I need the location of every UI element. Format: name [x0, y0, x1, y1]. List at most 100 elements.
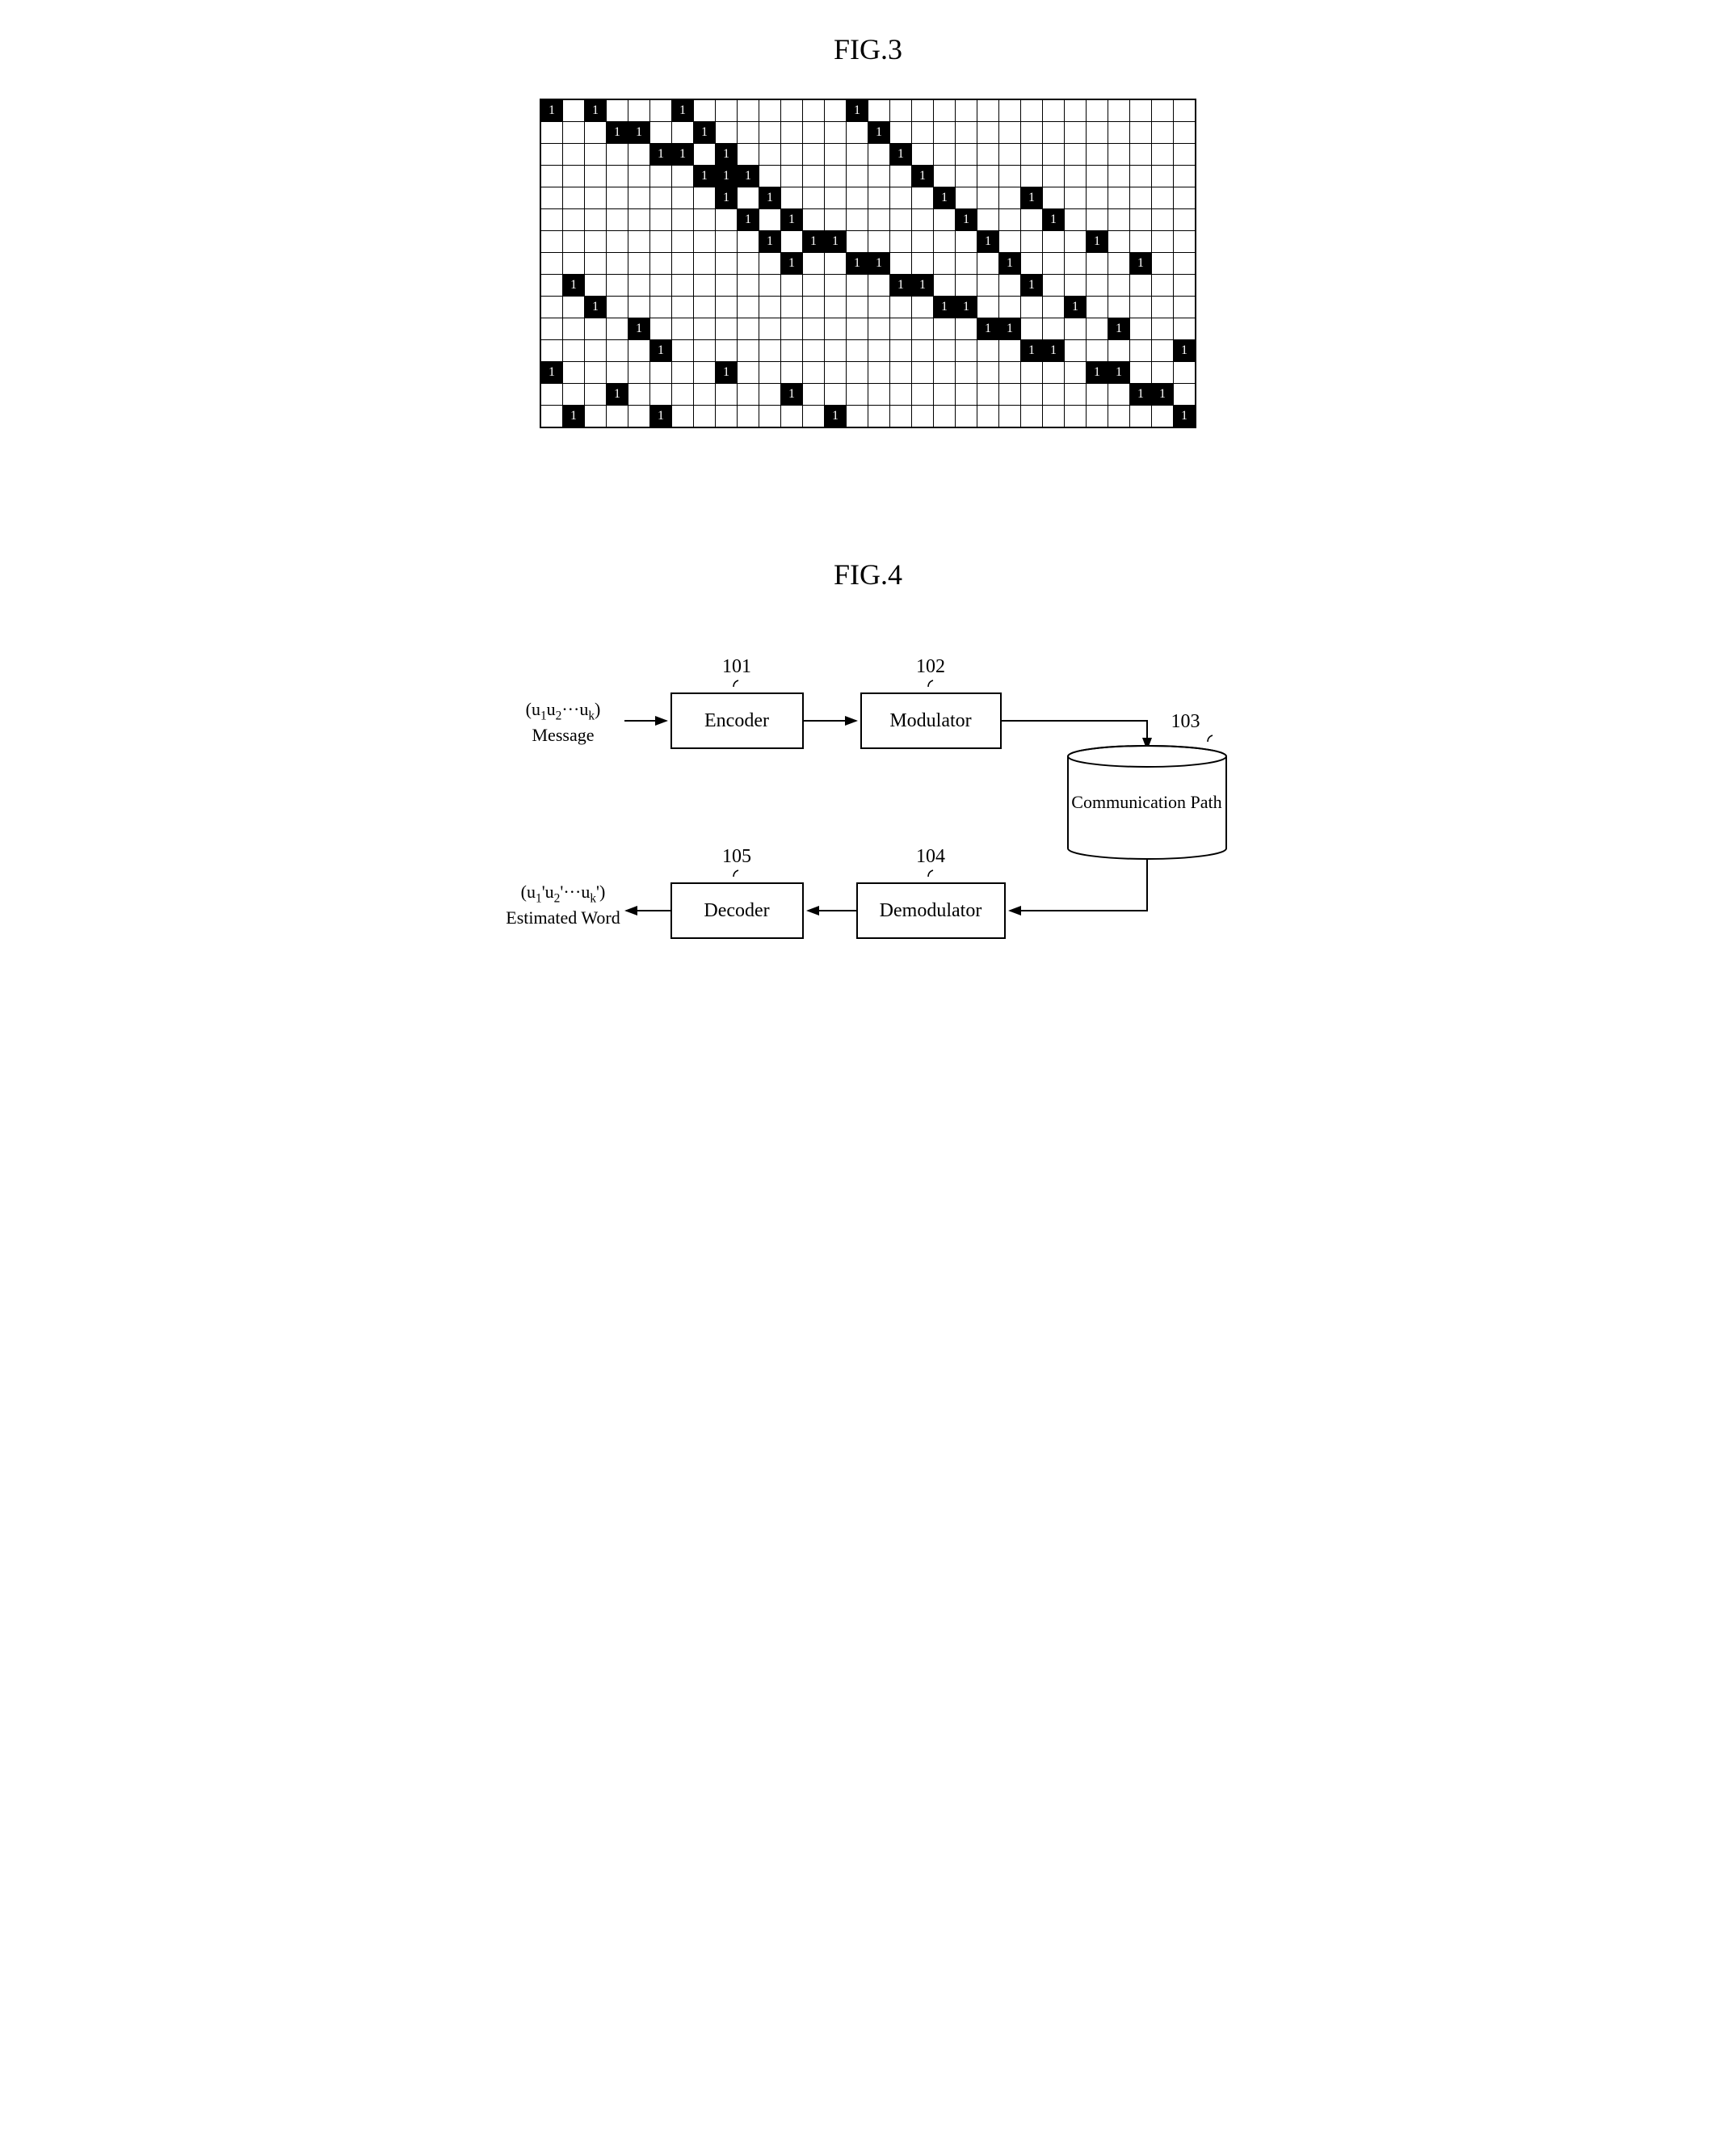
matrix-cell: 1 [738, 166, 759, 187]
matrix-cell: 1 [1043, 340, 1064, 361]
matrix-cell [1152, 166, 1173, 187]
matrix-cell [541, 297, 562, 318]
matrix-cell [628, 340, 649, 361]
matrix-cell [847, 362, 868, 383]
matrix-cell [1087, 100, 1108, 121]
matrix-cell [628, 362, 649, 383]
matrix-cell [541, 209, 562, 230]
matrix-cell [759, 297, 780, 318]
matrix-cell [1152, 406, 1173, 427]
matrix-cell [716, 318, 737, 339]
commpath-id: 103 [1171, 711, 1236, 733]
matrix-cell [1021, 100, 1042, 121]
matrix-cell [716, 275, 737, 296]
matrix-cell [781, 406, 802, 427]
matrix-cell [1130, 100, 1151, 121]
matrix-cell [868, 100, 889, 121]
decoder-label: Decoder [704, 900, 769, 922]
matrix-cell [694, 209, 715, 230]
matrix-cell: 1 [1152, 384, 1173, 405]
matrix-cell: 1 [1087, 231, 1108, 252]
matrix-cell: 1 [650, 406, 671, 427]
matrix-cell [803, 187, 824, 208]
matrix-cell [759, 253, 780, 274]
matrix-cell [999, 209, 1020, 230]
matrix-cell [803, 318, 824, 339]
matrix-cell [563, 122, 584, 143]
matrix-cell [868, 406, 889, 427]
matrix-cell [956, 275, 977, 296]
matrix-cell: 1 [607, 384, 628, 405]
matrix-cell [628, 231, 649, 252]
matrix-cell [934, 122, 955, 143]
matrix-cell [825, 100, 846, 121]
matrix-cell [912, 297, 933, 318]
commpath-label: Communication Path [1066, 792, 1228, 813]
matrix-cell: 1 [912, 275, 933, 296]
matrix-cell [563, 362, 584, 383]
matrix-cell: 1 [716, 144, 737, 165]
matrix-cell [1108, 144, 1129, 165]
matrix-cell [738, 406, 759, 427]
matrix-cell [738, 318, 759, 339]
matrix-cell [1174, 166, 1195, 187]
matrix-cell [868, 209, 889, 230]
matrix-cell [803, 275, 824, 296]
modulator-id: 102 [860, 656, 1002, 678]
matrix-cell [1174, 253, 1195, 274]
matrix-cell [934, 275, 955, 296]
matrix-cell [1021, 297, 1042, 318]
matrix-cell [803, 253, 824, 274]
matrix-cell [1152, 100, 1173, 121]
matrix-cell [999, 297, 1020, 318]
matrix-cell [1152, 340, 1173, 361]
matrix-cell [999, 362, 1020, 383]
matrix-cell [672, 231, 693, 252]
matrix-cell [716, 231, 737, 252]
matrix-cell [672, 275, 693, 296]
matrix-cell [1130, 231, 1151, 252]
parity-matrix: 1111111111111111111111111111111111111111… [540, 99, 1196, 428]
matrix-cell [825, 166, 846, 187]
matrix-cell: 1 [868, 122, 889, 143]
matrix-cell [977, 100, 998, 121]
matrix-cell [803, 209, 824, 230]
matrix-cell [628, 253, 649, 274]
matrix-cell: 1 [1174, 406, 1195, 427]
matrix-cell [956, 187, 977, 208]
matrix-cell [1108, 187, 1129, 208]
matrix-cell [1065, 384, 1086, 405]
matrix-cell: 1 [1108, 318, 1129, 339]
matrix-cell [650, 318, 671, 339]
matrix-cell: 1 [563, 275, 584, 296]
matrix-cell [607, 100, 628, 121]
matrix-cell [1043, 166, 1064, 187]
matrix-cell [1087, 166, 1108, 187]
matrix-cell [1108, 384, 1129, 405]
matrix-cell [1021, 384, 1042, 405]
encoder-label: Encoder [704, 710, 769, 732]
matrix-cell [912, 122, 933, 143]
matrix-cell [1087, 122, 1108, 143]
matrix-cell [1152, 187, 1173, 208]
matrix-cell: 1 [999, 253, 1020, 274]
matrix-cell [628, 144, 649, 165]
commpath-block: Communication Path [1066, 745, 1228, 858]
matrix-cell [1043, 275, 1064, 296]
matrix-cell [1087, 144, 1108, 165]
matrix-cell [628, 187, 649, 208]
matrix-cell [738, 231, 759, 252]
matrix-cell [1152, 122, 1173, 143]
encoder-id: 101 [670, 656, 804, 678]
matrix-cell: 1 [956, 209, 977, 230]
matrix-cell [759, 144, 780, 165]
matrix-cell [541, 166, 562, 187]
matrix-cell [759, 166, 780, 187]
matrix-cell [912, 253, 933, 274]
matrix-cell [977, 340, 998, 361]
matrix-cell [890, 187, 911, 208]
matrix-cell [868, 166, 889, 187]
modulator-label: Modulator [889, 710, 971, 732]
matrix-cell [825, 362, 846, 383]
matrix-cell [759, 384, 780, 405]
